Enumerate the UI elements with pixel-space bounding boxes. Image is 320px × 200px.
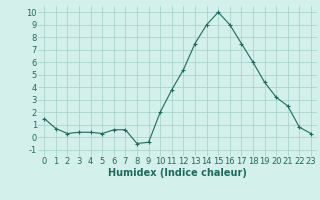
X-axis label: Humidex (Indice chaleur): Humidex (Indice chaleur) [108,168,247,178]
